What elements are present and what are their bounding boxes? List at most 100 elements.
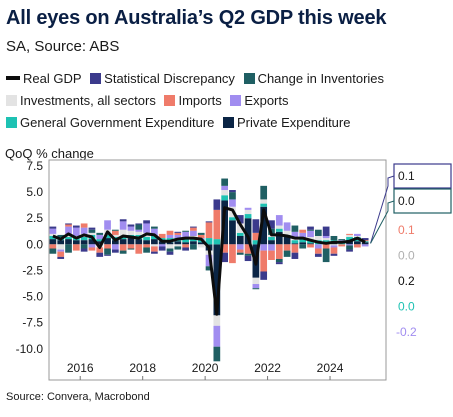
bar-general-government-expenditure <box>221 195 229 201</box>
bar-imports <box>291 244 299 253</box>
bar-general-government-expenditure <box>182 238 189 243</box>
bar-general-government-expenditure <box>268 237 275 241</box>
bar-change-in-inventories <box>182 230 189 232</box>
bar-change-in-inventories <box>221 178 229 186</box>
bar-statistical-discrepancy <box>307 226 314 230</box>
bar-exports <box>49 228 57 234</box>
bar-exports <box>111 244 119 250</box>
anno-value-exports: -0.2 <box>396 325 417 339</box>
bar-exports <box>182 231 189 239</box>
bar-exports <box>361 244 369 247</box>
chart-legend: Real GDP Statistical Discrepancy Change … <box>6 68 450 134</box>
bar-private-expenditure <box>151 239 158 245</box>
bar-private-expenditure <box>361 242 369 245</box>
bar-statistical-discrepancy <box>268 220 275 229</box>
bar-imports <box>229 244 236 264</box>
bar-change-in-inventories <box>111 229 119 231</box>
bar-private-expenditure <box>158 241 166 245</box>
bar-imports <box>252 232 260 241</box>
bar-change-in-inventories <box>244 253 252 256</box>
bar-private-expenditure <box>127 238 135 245</box>
bar-general-government-expenditure <box>260 203 268 207</box>
bar-imports <box>182 244 189 248</box>
bar-change-in-inventories <box>197 232 205 235</box>
bar-statistical-discrepancy <box>221 252 229 263</box>
bar-exports <box>119 221 127 230</box>
legend-item-exports: Exports <box>230 90 289 112</box>
bar-private-expenditure <box>354 241 361 245</box>
bar-change-in-inventories <box>80 244 88 249</box>
bar-imports <box>166 230 174 235</box>
bar-change-in-inventories <box>314 229 322 236</box>
bar-change-in-inventories <box>236 252 244 255</box>
y-tick-label: -10.0 <box>16 342 44 356</box>
bar-statistical-discrepancy <box>158 246 166 251</box>
bar-general-government-expenditure <box>65 237 72 240</box>
bar-change-in-inventories <box>49 248 57 254</box>
bar-private-expenditure <box>260 206 268 245</box>
bar-change-in-inventories <box>291 225 299 232</box>
bar-private-expenditure <box>57 240 65 245</box>
bar-general-government-expenditure <box>205 238 213 245</box>
bar-statistical-discrepancy <box>166 251 174 255</box>
bar-private-expenditure <box>244 218 252 245</box>
bar-general-government-expenditure <box>346 237 353 242</box>
bar-statistical-discrepancy <box>190 226 197 228</box>
legend-label-imports: Imports <box>178 93 222 108</box>
bar-imports <box>322 244 330 249</box>
bar-statistical-discrepancy <box>72 225 80 228</box>
chart-title: All eyes on Australia’s Q2 GDP this week <box>6 7 387 29</box>
bar-change-in-inventories <box>213 346 221 362</box>
bar-change-in-inventories <box>104 248 111 255</box>
bar-imports <box>338 244 346 247</box>
legend-item-investments: Investments, all sectors <box>6 90 156 112</box>
bar-imports <box>174 232 182 235</box>
bar-change-in-inventories <box>260 185 268 200</box>
bar-private-expenditure <box>72 240 80 245</box>
bar-statistical-discrepancy <box>260 271 268 280</box>
legend-label-statistical-discrepancy: Statistical Discrepancy <box>104 71 235 86</box>
bar-general-government-expenditure <box>80 237 88 241</box>
bar-investments <box>151 244 158 247</box>
bar-exports <box>127 226 135 231</box>
bar-change-in-inventories <box>119 250 127 254</box>
bar-exports <box>88 244 96 248</box>
chart-source: Source: Convera, Macrobond <box>6 391 150 403</box>
bar-exports <box>268 244 275 251</box>
bar-statistical-discrepancy <box>151 251 158 254</box>
legend-label-exports: Exports <box>244 93 289 108</box>
bar-private-expenditure <box>88 239 96 245</box>
bar-exports <box>236 244 244 250</box>
bar-change-in-inventories <box>229 192 236 200</box>
bar-change-in-inventories <box>57 234 65 238</box>
bar-imports <box>205 222 213 239</box>
bar-change-in-inventories <box>338 239 346 241</box>
bar-investments <box>322 238 330 241</box>
bar-exports <box>260 244 268 251</box>
bar-exports <box>213 325 221 347</box>
x-tick-label: 2016 <box>67 361 94 375</box>
bar-private-expenditure <box>275 231 283 245</box>
bar-imports <box>119 244 127 251</box>
bar-exports <box>299 232 307 239</box>
bar-change-in-inventories <box>88 229 96 233</box>
y-tick-label: 5.0 <box>26 185 43 199</box>
legend-swatch-general-government-expenditure <box>6 117 17 128</box>
bar-general-government-expenditure <box>104 234 111 239</box>
bar-statistical-discrepancy <box>291 252 299 259</box>
bar-exports <box>151 228 158 236</box>
bar-statistical-discrepancy <box>236 215 244 224</box>
bar-exports <box>72 227 80 236</box>
anno-box-statistical-discrepancy <box>393 163 452 189</box>
bar-imports <box>151 246 158 252</box>
bar-private-expenditure <box>65 239 72 245</box>
bar-investments <box>88 232 96 235</box>
bar-investments <box>236 223 244 233</box>
bar-statistical-discrepancy <box>49 226 57 229</box>
bar-exports <box>307 230 314 238</box>
anno-leader-change-in-inventories <box>370 200 395 244</box>
bar-exports <box>275 215 283 226</box>
bar-exports <box>143 223 150 233</box>
bar-exports <box>96 234 104 240</box>
